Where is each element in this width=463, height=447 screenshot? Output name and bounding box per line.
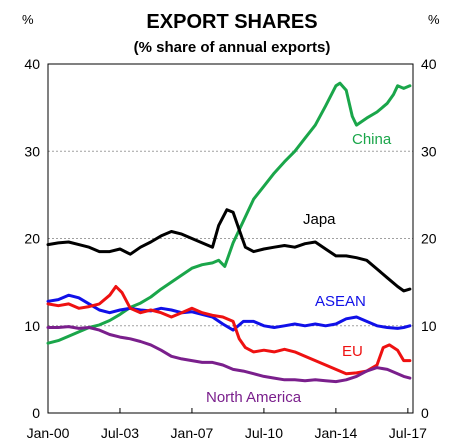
series-line-asean bbox=[46, 293, 412, 332]
plot-frame bbox=[47, 63, 414, 414]
y-tick-label-right: 20 bbox=[421, 231, 437, 247]
series-lines bbox=[46, 81, 412, 384]
y-tick-label-right: 10 bbox=[421, 318, 437, 334]
y-tick-label-left: 20 bbox=[24, 231, 40, 247]
series-line-japa bbox=[46, 208, 412, 293]
x-tick-label: Jan-14 bbox=[314, 425, 357, 441]
y-tick-label-right: 40 bbox=[421, 56, 437, 72]
x-tick-label: Jul-10 bbox=[245, 425, 283, 441]
x-tick-label: Jul-03 bbox=[101, 425, 139, 441]
y-tick-label-right: 30 bbox=[421, 143, 437, 159]
y-tick-label-right: 0 bbox=[421, 405, 429, 421]
series-line-eu bbox=[46, 285, 412, 376]
series-label-china: China bbox=[352, 131, 392, 148]
series-line-north-america bbox=[46, 325, 412, 384]
x-tick-label: Jul-17 bbox=[389, 425, 427, 441]
y-tick-label-left: 10 bbox=[24, 318, 40, 334]
y-unit-left: % bbox=[22, 12, 34, 27]
chart-title: EXPORT SHARES bbox=[146, 11, 317, 33]
gridlines bbox=[48, 150, 413, 327]
y-tick-label-left: 0 bbox=[32, 405, 40, 421]
axes: 0 0 10 10 20 20 30 30 40 40 Jan-00 Jul-03 Jan-07 Jul-… bbox=[24, 56, 436, 441]
x-tick-label: Jan-00 bbox=[27, 425, 70, 441]
series-label-asean: ASEAN bbox=[315, 293, 366, 310]
series-label-eu: EU bbox=[342, 343, 363, 360]
y-tick-label-left: 30 bbox=[24, 143, 40, 159]
chart-subtitle: (% share of annual exports) bbox=[134, 39, 331, 56]
series-label-japan: Japa bbox=[303, 211, 336, 228]
y-unit-right: % bbox=[428, 12, 440, 27]
series-line-china bbox=[46, 81, 412, 345]
series-label-north-america: North America bbox=[206, 389, 302, 406]
y-tick-label-left: 40 bbox=[24, 56, 40, 72]
x-tick-label: Jan-07 bbox=[171, 425, 214, 441]
